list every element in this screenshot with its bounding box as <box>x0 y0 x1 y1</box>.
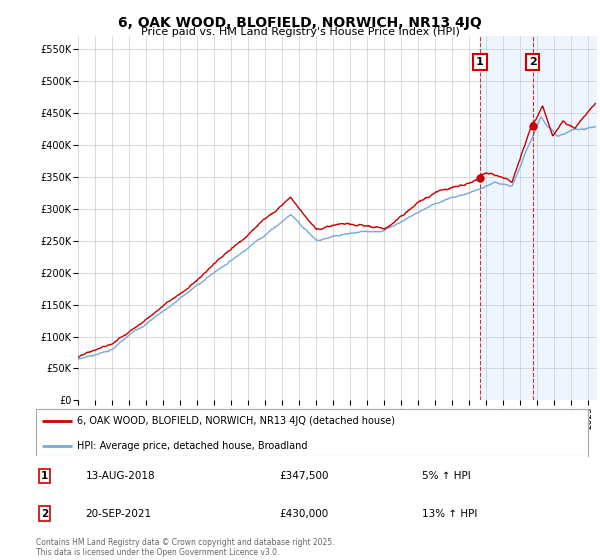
Text: 20-SEP-2021: 20-SEP-2021 <box>86 508 152 519</box>
Text: 13% ↑ HPI: 13% ↑ HPI <box>422 508 478 519</box>
Text: HPI: Average price, detached house, Broadland: HPI: Average price, detached house, Broa… <box>77 441 308 451</box>
Text: 2: 2 <box>529 57 536 67</box>
Text: 13-AUG-2018: 13-AUG-2018 <box>86 471 155 481</box>
Text: 2: 2 <box>41 508 48 519</box>
Bar <box>533 36 597 400</box>
Text: Price paid vs. HM Land Registry's House Price Index (HPI): Price paid vs. HM Land Registry's House … <box>140 27 460 37</box>
Text: £347,500: £347,500 <box>279 471 328 481</box>
Text: 6, OAK WOOD, BLOFIELD, NORWICH, NR13 4JQ: 6, OAK WOOD, BLOFIELD, NORWICH, NR13 4JQ <box>118 16 482 30</box>
Text: 1: 1 <box>41 471 48 481</box>
Text: £430,000: £430,000 <box>279 508 328 519</box>
Text: 1: 1 <box>476 57 484 67</box>
Text: Contains HM Land Registry data © Crown copyright and database right 2025.
This d: Contains HM Land Registry data © Crown c… <box>36 538 335 557</box>
Text: 6, OAK WOOD, BLOFIELD, NORWICH, NR13 4JQ (detached house): 6, OAK WOOD, BLOFIELD, NORWICH, NR13 4JQ… <box>77 416 395 426</box>
Bar <box>480 36 533 400</box>
Text: 5% ↑ HPI: 5% ↑ HPI <box>422 471 471 481</box>
